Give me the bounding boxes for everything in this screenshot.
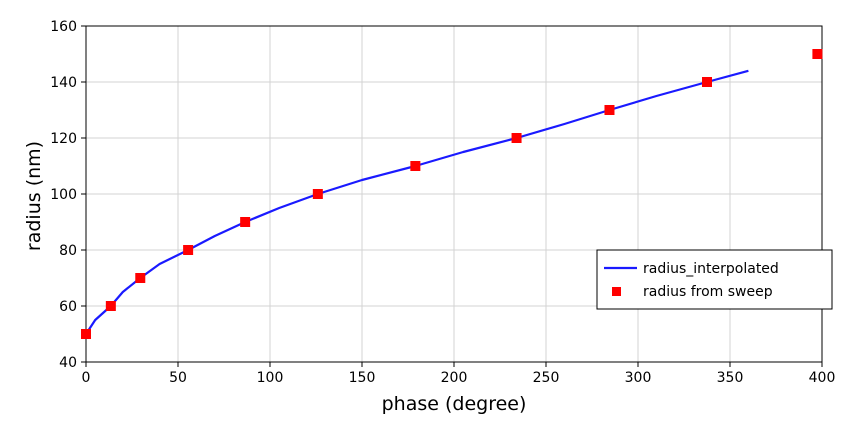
y-tick-label: 100: [50, 187, 77, 203]
sweep-point: [312, 189, 323, 199]
ticks: 0 50 100 150 200 250 300 350 400 40 60 80 100 120 140 1…: [50, 19, 835, 386]
legend-box: [596, 249, 833, 310]
x-tick-label: 350: [717, 370, 744, 386]
sweep-point: [105, 301, 116, 311]
legend-marker-swatch: [612, 287, 621, 296]
series-line-radius-interpolated: [85, 69, 749, 335]
sweep-point: [702, 77, 712, 87]
x-axis-title: phase (degree): [382, 393, 527, 415]
legend-label-interpolated: radius_interpolated: [643, 261, 779, 277]
y-tick-label: 120: [50, 131, 77, 147]
y-axis-title: radius (nm): [23, 141, 45, 251]
x-tick-label: 150: [349, 370, 376, 386]
x-tick-label: 300: [625, 370, 652, 386]
sweep-point: [604, 105, 615, 115]
sweep-point: [135, 273, 146, 283]
x-tick-label: 50: [169, 370, 187, 386]
x-tick-label: 0: [82, 370, 91, 386]
y-tick-label: 40: [59, 355, 77, 371]
series-layer: [81, 49, 823, 339]
sweep-point: [81, 329, 91, 339]
x-tick-label: 200: [441, 370, 468, 386]
y-tick-label: 160: [50, 19, 77, 35]
sweep-point: [240, 217, 251, 227]
x-tick-label: 400: [809, 370, 836, 386]
x-tick-label: 250: [533, 370, 560, 386]
sweep-point: [410, 161, 421, 171]
legend: radius_interpolated radius from sweep: [596, 249, 833, 310]
y-tick-label: 140: [50, 75, 77, 91]
y-tick-label: 80: [59, 243, 77, 259]
x-tick-label: 100: [257, 370, 284, 386]
sweep-point: [183, 245, 194, 255]
sweep-point: [812, 49, 823, 59]
y-tick-label: 60: [59, 299, 77, 315]
sweep-point: [511, 133, 522, 143]
legend-label-sweep: radius from sweep: [643, 284, 773, 300]
grid: [86, 26, 822, 362]
